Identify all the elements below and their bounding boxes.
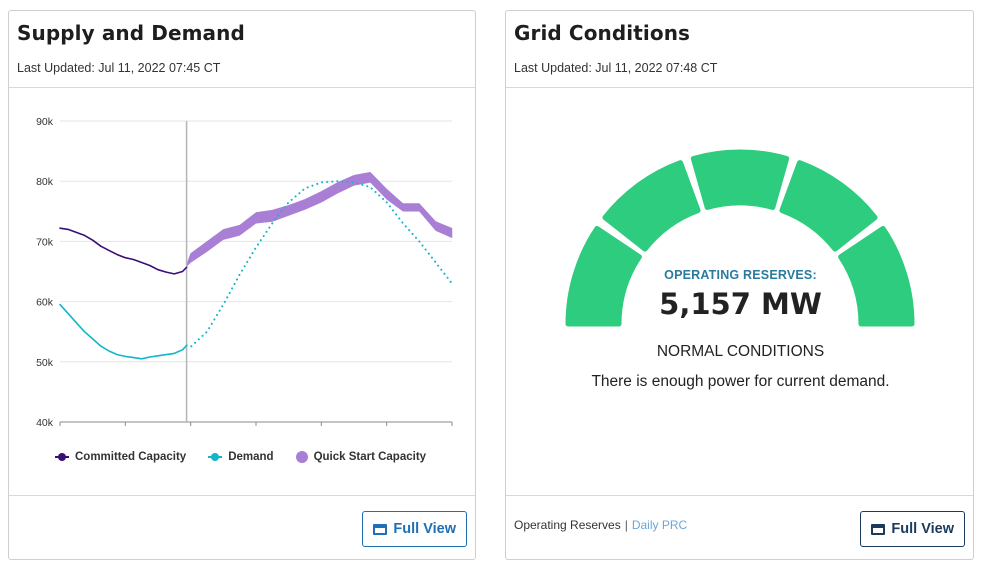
y-tick-label: 40k xyxy=(36,417,54,428)
card-footer: Full View xyxy=(9,495,475,559)
demand-line xyxy=(59,303,188,360)
quick-start-capacity-band xyxy=(186,171,453,268)
last-updated: Last Updated: Jul 11, 2022 07:48 CT xyxy=(514,61,718,75)
card-title: Supply and Demand xyxy=(17,21,245,45)
legend-demand[interactable]: Demand xyxy=(208,451,274,463)
reserves-label: OPERATING RESERVES: xyxy=(664,268,817,282)
card-header: Grid Conditions Last Updated: Jul 11, 20… xyxy=(506,11,973,88)
y-tick-label: 70k xyxy=(36,236,54,248)
status-title: NORMAL CONDITIONS xyxy=(656,343,825,360)
card-title: Grid Conditions xyxy=(514,21,691,45)
legend-label: Demand xyxy=(228,451,274,463)
operating-reserves-text: Operating Reserves xyxy=(514,518,621,532)
window-icon xyxy=(373,523,388,535)
demand-forecast-line xyxy=(185,180,453,348)
legend-line-marker-icon xyxy=(208,453,223,461)
full-view-label: Full View xyxy=(393,521,456,537)
full-view-label: Full View xyxy=(891,521,954,537)
last-updated: Last Updated: Jul 11, 2022 07:45 CT xyxy=(17,61,221,75)
y-tick-label: 60k xyxy=(36,297,54,309)
reserves-gauge xyxy=(565,149,915,327)
footer-separator: | xyxy=(624,518,628,532)
gauge-segment xyxy=(690,149,790,210)
card-header: Supply and Demand Last Updated: Jul 11, … xyxy=(9,11,475,88)
legend-quick-start-capacity[interactable]: Quick Start Capacity xyxy=(295,451,427,463)
status-description: There is enough power for current demand… xyxy=(591,373,890,390)
footer-links: Operating Reserves | Daily PRC xyxy=(514,518,687,532)
full-view-button[interactable]: Full View xyxy=(860,511,965,547)
supply-demand-card: Supply and Demand Last Updated: Jul 11, … xyxy=(8,10,476,560)
legend-committed-capacity[interactable]: Committed Capacity xyxy=(55,451,186,463)
gauge-segment xyxy=(565,225,642,327)
legend-label: Quick Start Capacity xyxy=(313,451,427,463)
legend-circle-icon xyxy=(295,451,308,463)
card-footer: Operating Reserves | Daily PRC Full View xyxy=(506,495,973,559)
legend-line-marker-icon xyxy=(55,453,69,461)
gauge-segment xyxy=(779,160,878,252)
gauge-segment xyxy=(602,160,701,252)
y-tick-label: 80k xyxy=(36,176,54,188)
gauge-segment xyxy=(838,225,915,327)
daily-prc-link[interactable]: Daily PRC xyxy=(631,518,688,532)
window-icon xyxy=(871,523,886,535)
supply-demand-chart: 40k50k60k70k80k90k00040812162024 xyxy=(36,116,453,428)
full-view-button[interactable]: Full View xyxy=(362,511,467,547)
legend-label: Committed Capacity xyxy=(75,451,187,463)
committed-capacity-line xyxy=(59,227,188,275)
reserves-value: 5,157 MW xyxy=(659,287,822,321)
y-tick-label: 90k xyxy=(36,116,54,128)
grid-conditions-card: Grid Conditions Last Updated: Jul 11, 20… xyxy=(505,10,974,560)
y-tick-label: 50k xyxy=(36,357,54,369)
chart-legend: Committed Capacity Demand Quick Start Ca… xyxy=(55,451,426,463)
